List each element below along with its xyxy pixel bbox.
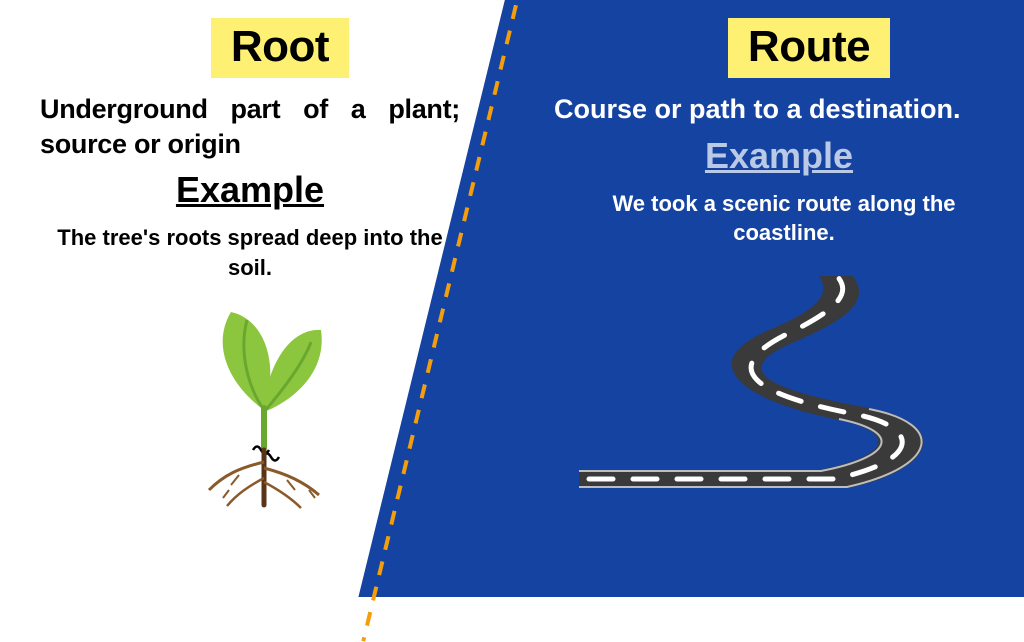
right-example-heading: Example xyxy=(524,135,1004,177)
left-definition: Underground part of a plant; source or o… xyxy=(40,92,460,161)
left-example-sentence: The tree's roots spread deep into the so… xyxy=(40,223,460,282)
right-example-sentence: We took a scenic route along the coastli… xyxy=(524,189,1004,248)
right-title: Route xyxy=(728,18,890,78)
right-definition: Course or path to a destination. xyxy=(524,92,1004,127)
road-icon xyxy=(524,258,1004,498)
left-example-heading: Example xyxy=(40,169,460,211)
plant-icon xyxy=(40,290,460,520)
left-title-wrap: Root xyxy=(40,18,460,78)
left-panel: Root Underground part of a plant; source… xyxy=(0,0,490,597)
right-panel: Route Course or path to a destination. E… xyxy=(514,0,1024,597)
right-title-wrap: Route xyxy=(524,18,1004,78)
left-title: Root xyxy=(211,18,349,78)
